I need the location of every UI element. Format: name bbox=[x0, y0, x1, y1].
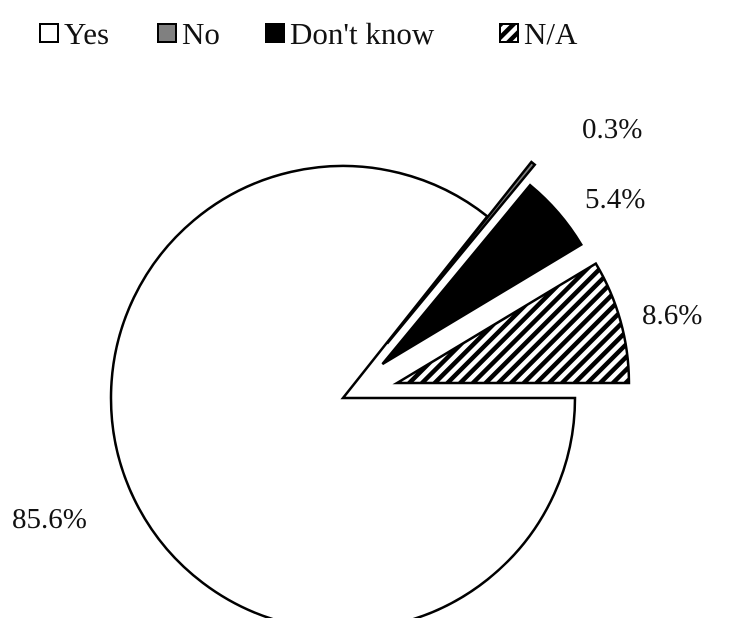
data-labels: 85.6% 0.3% 5.4% 8.6% bbox=[12, 113, 702, 535]
data-label-don-t-know: 5.4% bbox=[585, 183, 645, 215]
legend: Yes No Don't know N/A bbox=[39, 16, 578, 51]
data-label-yes: 85.6% bbox=[12, 503, 87, 535]
pie-slice-don-t-know bbox=[381, 183, 584, 366]
pie-slice-yes bbox=[109, 164, 577, 618]
legend-label-yes: Yes bbox=[64, 16, 109, 51]
pie-slices bbox=[109, 160, 631, 618]
pie-slice-n-a bbox=[392, 261, 631, 385]
legend-label-n-a: N/A bbox=[524, 16, 578, 51]
legend-swatch-yes bbox=[39, 23, 59, 43]
legend-swatch-don-t-know bbox=[265, 23, 285, 43]
legend-swatch-n-a bbox=[499, 23, 519, 43]
data-label-n-a: 8.6% bbox=[642, 299, 702, 331]
pie-slice-no bbox=[386, 160, 537, 345]
legend-label-don-t-know: Don't know bbox=[290, 16, 435, 51]
legend-swatch-no bbox=[157, 23, 177, 43]
data-label-no: 0.3% bbox=[582, 113, 642, 145]
legend-label-no: No bbox=[182, 16, 220, 51]
